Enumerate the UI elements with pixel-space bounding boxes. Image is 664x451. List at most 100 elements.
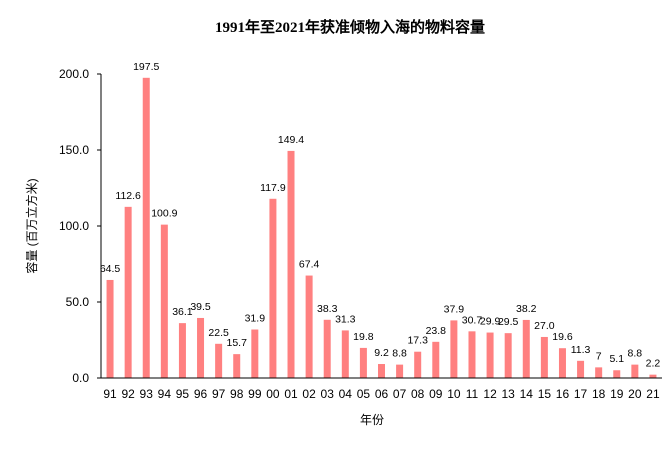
bar-91 — [106, 279, 114, 378]
y-tick-label: 100.0 — [59, 219, 89, 233]
bar-09 — [432, 341, 440, 378]
bar-07 — [396, 364, 404, 378]
data-label: 100.9 — [151, 208, 177, 220]
y-tick-label: 50.0 — [66, 295, 90, 309]
bar-95 — [178, 323, 186, 378]
x-tick-label: 09 — [429, 387, 443, 401]
data-label: 31.3 — [335, 313, 356, 325]
bar-03 — [323, 319, 331, 378]
data-label: 17.3 — [407, 335, 428, 347]
bar-19 — [613, 370, 621, 378]
bar-15 — [540, 336, 548, 378]
bar-11 — [468, 331, 476, 378]
x-tick-label: 16 — [556, 387, 570, 401]
x-tick-label: 10 — [447, 387, 461, 401]
bar-96 — [197, 317, 205, 378]
x-tick-label: 17 — [574, 387, 588, 401]
bar-21 — [649, 374, 657, 378]
x-tick-label: 21 — [646, 387, 660, 401]
chart-title: 1991年至2021年获准倾物入海的物料容量 — [215, 18, 485, 36]
bar-05 — [359, 347, 367, 378]
x-tick-label: 01 — [284, 387, 298, 401]
bar-14 — [522, 319, 530, 378]
x-tick-label: 94 — [158, 387, 172, 401]
x-axis-label: 年份 — [360, 413, 384, 427]
x-tick-label: 91 — [103, 387, 117, 401]
x-tick-label: 15 — [538, 387, 552, 401]
bar-98 — [233, 354, 241, 378]
x-tick-label: 97 — [212, 387, 226, 401]
x-tick-label: 00 — [266, 387, 280, 401]
x-tick-label: 05 — [357, 387, 371, 401]
x-tick-label: 20 — [628, 387, 642, 401]
x-tick-label: 93 — [140, 387, 154, 401]
data-label: 36.1 — [172, 306, 193, 318]
data-label: 38.2 — [516, 303, 537, 315]
data-label: 5.1 — [609, 353, 624, 365]
y-tick-label: 0.0 — [72, 371, 89, 385]
bar-06 — [378, 364, 385, 378]
bar-99 — [251, 329, 259, 378]
x-tick-label: 06 — [375, 387, 389, 401]
bar-08 — [414, 351, 422, 378]
x-tick-label: 03 — [321, 387, 335, 401]
data-label: 112.6 — [115, 190, 141, 202]
y-tick-label: 150.0 — [59, 143, 89, 157]
bar-18 — [595, 367, 603, 378]
y-axis-label: 容量 (百万立方米) — [24, 178, 39, 273]
bar-02 — [305, 275, 313, 378]
x-tick-label: 95 — [176, 387, 190, 401]
x-tick-label: 14 — [520, 387, 534, 401]
data-label: 9.2 — [374, 347, 389, 359]
data-label: 149.4 — [278, 134, 304, 146]
data-label: 31.9 — [245, 313, 266, 325]
data-label: 117.9 — [260, 182, 286, 194]
data-label: 29.9 — [480, 316, 501, 328]
bar-20 — [631, 364, 639, 378]
bar-93 — [142, 77, 150, 379]
bar-92 — [124, 206, 132, 378]
data-label: 29.5 — [498, 316, 519, 328]
x-tick-label: 96 — [194, 387, 208, 401]
data-label: 8.8 — [392, 348, 407, 360]
data-label: 37.9 — [444, 303, 465, 315]
data-label: 64.5 — [100, 263, 121, 275]
bar-04 — [341, 330, 349, 378]
y-tick-label: 200.0 — [59, 67, 89, 81]
x-tick-label: 08 — [411, 387, 425, 401]
data-label: 197.5 — [133, 61, 159, 73]
x-tick-label: 11 — [466, 387, 479, 401]
data-label: 11.3 — [571, 344, 591, 356]
x-tick-label: 04 — [339, 387, 353, 401]
data-label: 15.7 — [227, 337, 248, 349]
bar-01 — [287, 150, 295, 378]
data-label: 19.6 — [552, 331, 573, 343]
bar-94 — [160, 224, 168, 378]
data-label: 23.8 — [426, 325, 447, 337]
x-tick-label: 98 — [230, 387, 244, 401]
data-label: 39.5 — [190, 301, 211, 313]
bar-10 — [450, 320, 458, 378]
x-tick-label: 18 — [592, 387, 606, 401]
data-label: 30.7 — [462, 314, 483, 326]
data-label: 27.0 — [534, 320, 555, 332]
x-tick-label: 02 — [302, 387, 316, 401]
x-tick-label: 19 — [610, 387, 624, 401]
data-label: 7 — [596, 350, 602, 362]
bar-17 — [577, 360, 585, 378]
x-tick-label: 99 — [248, 387, 262, 401]
data-label: 67.4 — [299, 259, 320, 271]
x-tick-label: 92 — [121, 387, 135, 401]
data-label: 2.2 — [646, 358, 661, 370]
x-tick-label: 07 — [393, 387, 407, 401]
data-label: 38.3 — [317, 303, 338, 315]
bar-97 — [215, 343, 223, 378]
bar-16 — [558, 348, 566, 378]
data-label: 22.5 — [208, 327, 229, 339]
bar-00 — [269, 198, 277, 378]
bar-13 — [504, 333, 512, 378]
x-tick-label: 12 — [483, 387, 497, 401]
data-label: 8.8 — [628, 348, 643, 360]
data-label: 19.8 — [353, 331, 374, 343]
